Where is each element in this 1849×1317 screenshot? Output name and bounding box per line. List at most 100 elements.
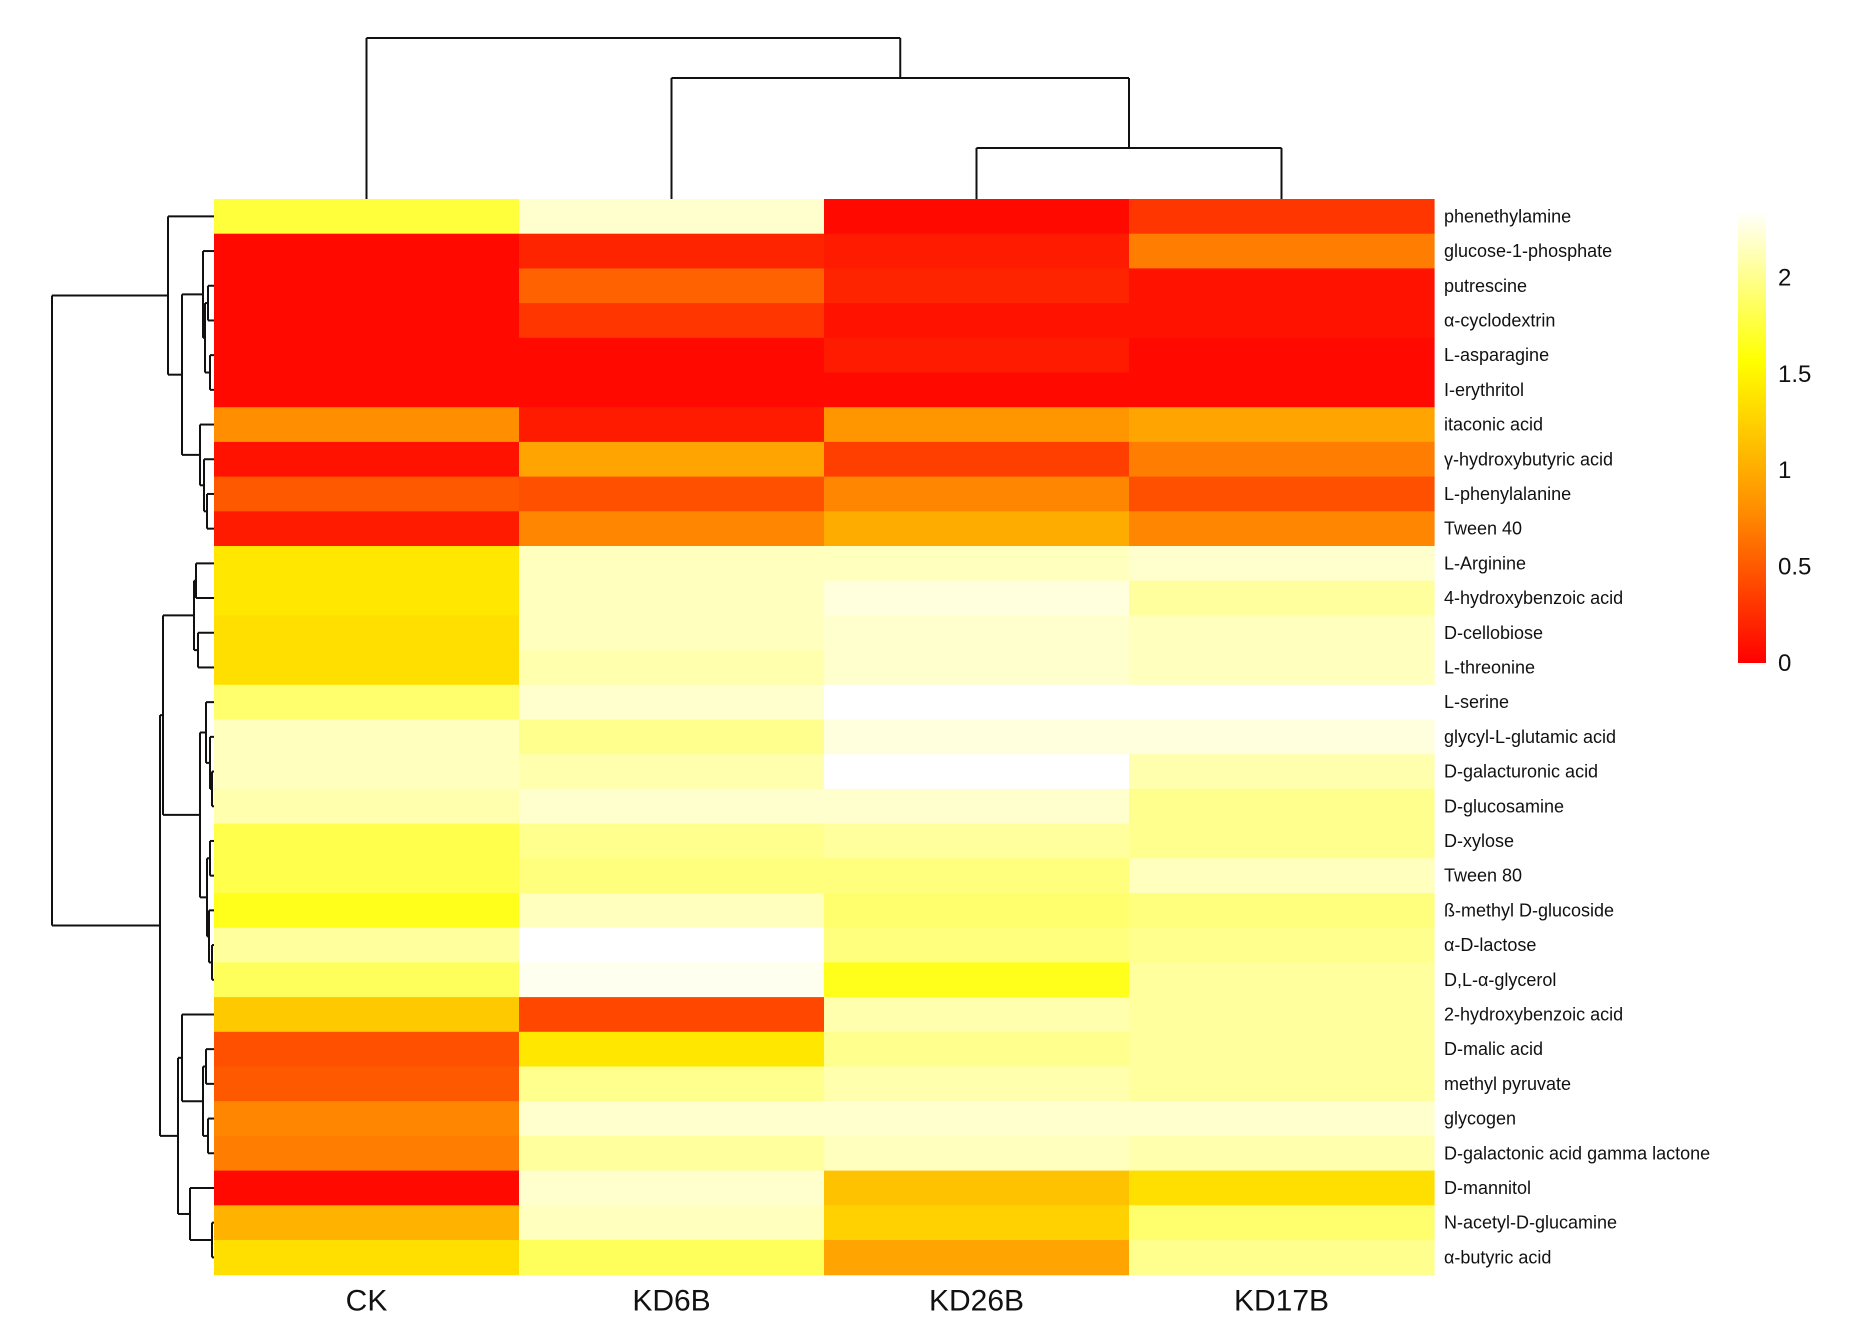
heatmap-cell: [519, 1031, 825, 1068]
row-label: N-acetyl-D-glucamine: [1444, 1213, 1617, 1233]
heatmap-cell: [519, 858, 825, 894]
row-label: L-phenylalanine: [1444, 484, 1571, 504]
row-label: ß-methyl D-glucoside: [1444, 900, 1614, 920]
heatmap-cell: [1129, 1170, 1435, 1206]
heatmap-cell: [519, 1170, 825, 1206]
heatmap-cell: [519, 754, 825, 790]
heatmap-cell: [1129, 1101, 1435, 1137]
heatmap-cell: [1129, 684, 1435, 721]
colorbar-tick-label: 1: [1778, 457, 1791, 484]
heatmap-cell: [824, 1066, 1130, 1102]
heatmap-cell: [824, 476, 1130, 512]
heatmap-cell: [824, 962, 1130, 998]
heatmap-cell: [1129, 893, 1435, 929]
heatmap-cell: [519, 1101, 825, 1137]
row-label: itaconic acid: [1444, 415, 1543, 435]
heatmap-cell: [1129, 927, 1435, 963]
heatmap-cell: [1129, 372, 1435, 408]
heatmap-cell: [824, 997, 1130, 1033]
row-label: methyl pyruvate: [1444, 1074, 1571, 1094]
heatmap-cell: [824, 337, 1130, 374]
row-label: D-galacturonic acid: [1444, 762, 1598, 782]
row-label: L-Arginine: [1444, 553, 1526, 573]
column-labels: CK KD6B KD26B KD17B: [346, 1285, 1329, 1317]
heatmap-cell: [214, 337, 520, 374]
heatmap-cell: [214, 650, 520, 686]
row-label: Tween 80: [1444, 866, 1522, 886]
heatmap-cell: [214, 997, 520, 1033]
row-label: glucose-1-phosphate: [1444, 241, 1612, 261]
heatmap-cell: [824, 1170, 1130, 1206]
heatmap-cell: [824, 719, 1130, 755]
heatmap-cell: [824, 858, 1130, 894]
heatmap-cell: [1129, 546, 1435, 582]
heatmap-cell: [1129, 476, 1435, 512]
row-label: I-erythritol: [1444, 380, 1524, 400]
heatmap-cell: [519, 1135, 825, 1172]
heatmap-cell: [519, 893, 825, 929]
heatmap-cell: [824, 372, 1130, 408]
heatmap-cell: [824, 1031, 1130, 1068]
row-label: D-galactonic acid gamma lactone: [1444, 1143, 1710, 1163]
heatmap-cell: [519, 962, 825, 998]
heatmap-cell: [519, 823, 825, 859]
heatmap-cell: [519, 372, 825, 408]
heatmap-cell: [519, 927, 825, 963]
heatmap-cell: [1129, 719, 1435, 755]
row-label: D-mannitol: [1444, 1178, 1531, 1198]
heatmap-cell: [1129, 997, 1435, 1033]
heatmap-cell: [1129, 858, 1435, 894]
row-label: γ-hydroxybutyric acid: [1444, 449, 1613, 469]
heatmap-cell: [214, 719, 520, 755]
heatmap-cell: [214, 684, 520, 721]
column-label: KD26B: [929, 1285, 1024, 1317]
heatmap-cell: [214, 1205, 520, 1241]
colorbar-tick-label: 0.5: [1778, 554, 1811, 581]
colorbar-tick-label: 1.5: [1778, 361, 1811, 388]
heatmap-cell: [214, 268, 520, 304]
heatmap-cell: [1129, 1240, 1435, 1276]
row-label: D-xylose: [1444, 831, 1514, 851]
heatmap-cell: [824, 1240, 1130, 1276]
heatmap-cell: [824, 788, 1130, 825]
heatmap-cell: [1129, 1135, 1435, 1172]
row-label: phenethylamine: [1444, 206, 1571, 226]
heatmap-cell: [824, 893, 1130, 929]
row-label: 4-hydroxybenzoic acid: [1444, 588, 1623, 608]
heatmap-cell: [824, 1135, 1130, 1172]
row-label: D-glucosamine: [1444, 796, 1564, 816]
heatmap-cell: [1129, 650, 1435, 686]
heatmap-cell: [824, 927, 1130, 963]
heatmap-cell: [1129, 268, 1435, 304]
row-label: D-cellobiose: [1444, 623, 1543, 643]
heatmap-cell: [519, 407, 825, 443]
heatmap-cell: [1129, 1031, 1435, 1068]
heatmap-cell: [519, 580, 825, 616]
heatmap-cell: [824, 303, 1130, 339]
heatmap-cell: [824, 580, 1130, 616]
heatmap-cell: [214, 1240, 520, 1276]
heatmap-cell: [214, 233, 520, 269]
heatmap-cell: [214, 1170, 520, 1206]
row-label: 2-hydroxybenzoic acid: [1444, 1004, 1623, 1024]
heatmap-cell: [214, 893, 520, 929]
colorbar-tick-label: 2: [1778, 264, 1791, 291]
row-label: α-cyclodextrin: [1444, 310, 1555, 330]
row-label: L-threonine: [1444, 657, 1535, 677]
heatmap-cell: [214, 823, 520, 859]
heatmap-cell: [214, 615, 520, 651]
heatmap-cell: [824, 650, 1130, 686]
color-legend: 0 0.5 1 1.5 2: [1738, 210, 1811, 677]
heatmap-cell: [824, 615, 1130, 651]
heatmap-cell: [214, 754, 520, 790]
row-label: Tween 40: [1444, 519, 1522, 539]
heatmap-cell: [519, 546, 825, 582]
heatmap-cell: [824, 199, 1130, 235]
heatmap-cell: [214, 303, 520, 339]
heatmap-cell: [1129, 233, 1435, 269]
heatmap-cell: [214, 858, 520, 894]
heatmap-cell: [1129, 199, 1435, 235]
heatmap-cell: [824, 823, 1130, 859]
heatmap-cell: [824, 1101, 1130, 1137]
